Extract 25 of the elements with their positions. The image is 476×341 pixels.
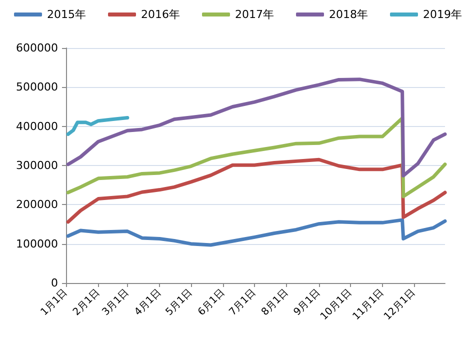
x-tick-label: 3月1日 xyxy=(100,287,132,318)
line-series xyxy=(66,116,130,136)
legend-label: 2018年 xyxy=(328,8,368,21)
x-tick-label: 8月1日 xyxy=(260,287,291,318)
legend-label: 2019年 xyxy=(422,8,462,21)
y-tick-label: 400000 xyxy=(16,120,58,133)
x-tick-label: 4月1日 xyxy=(132,287,164,318)
legend-label: 2015年 xyxy=(47,8,86,21)
legend-label: 2016年 xyxy=(141,8,180,21)
legend-label: 2017年 xyxy=(235,8,274,21)
line-series xyxy=(66,78,447,178)
x-tick-label: 7月1日 xyxy=(227,287,258,318)
x-tick-label: 6月1日 xyxy=(196,287,228,318)
x-tick-label: 1月1日 xyxy=(38,287,70,318)
y-tick-label: 600000 xyxy=(16,42,58,54)
y-tick-label: 100000 xyxy=(16,237,58,250)
x-tick-label: 12月1日 xyxy=(382,287,418,323)
y-tick-label: 0 xyxy=(51,276,58,290)
y-tick-label: 500000 xyxy=(16,80,58,94)
x-tick-label: 5月1日 xyxy=(164,287,195,318)
line-series xyxy=(66,158,447,224)
y-tick-label: 200000 xyxy=(16,198,58,212)
line-series xyxy=(66,218,447,247)
y-tick-label: 300000 xyxy=(16,159,58,172)
x-tick-label: 2月1日 xyxy=(71,287,102,318)
